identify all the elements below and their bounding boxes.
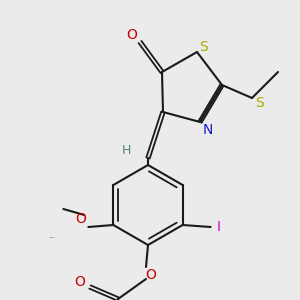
Text: S: S xyxy=(255,96,263,110)
Text: H: H xyxy=(121,143,131,157)
Text: O: O xyxy=(127,28,137,42)
Text: O: O xyxy=(75,275,86,289)
Text: S: S xyxy=(200,40,208,54)
Text: O: O xyxy=(75,212,86,226)
Text: I: I xyxy=(217,220,220,234)
Text: O: O xyxy=(146,268,156,282)
Text: methoxy: methoxy xyxy=(50,236,56,238)
Text: N: N xyxy=(203,123,213,137)
